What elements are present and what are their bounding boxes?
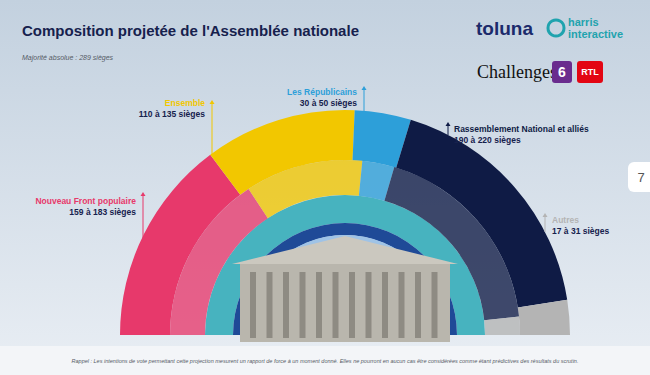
svg-text:7: 7 (637, 170, 644, 185)
svg-text:harris: harris (568, 16, 599, 28)
svg-text:Majorité absolue : 289 sièges: Majorité absolue : 289 sièges (22, 54, 114, 62)
svg-text:toluna: toluna (476, 18, 533, 39)
svg-text:17 à 31 sièges: 17 à 31 sièges (552, 226, 609, 236)
svg-text:110 à 135 sièges: 110 à 135 sièges (139, 109, 205, 119)
svg-text:Autres: Autres (552, 215, 579, 225)
svg-text:190 à 220 sièges: 190 à 220 sièges (454, 135, 521, 145)
svg-text:interactive: interactive (568, 28, 623, 40)
svg-text:Ensemble: Ensemble (165, 98, 205, 108)
svg-text:Nouveau Front populaire: Nouveau Front populaire (35, 196, 136, 206)
svg-text:Challenges: Challenges (477, 62, 557, 82)
svg-text:Composition projetée de l'Asse: Composition projetée de l'Assemblée nati… (22, 22, 359, 39)
svg-text:30 à 50 sièges: 30 à 50 sièges (300, 98, 357, 108)
svg-text:Les Républicains: Les Républicains (287, 87, 357, 97)
svg-text:Rappel : Les intentions de vot: Rappel : Les intentions de vote permetta… (72, 358, 579, 364)
svg-text:159 à 183 sièges: 159 à 183 sièges (69, 207, 136, 217)
svg-text:RTL: RTL (581, 67, 599, 77)
svg-text:Rassemblement National et alli: Rassemblement National et alliés (454, 124, 589, 134)
svg-text:6: 6 (558, 64, 566, 80)
